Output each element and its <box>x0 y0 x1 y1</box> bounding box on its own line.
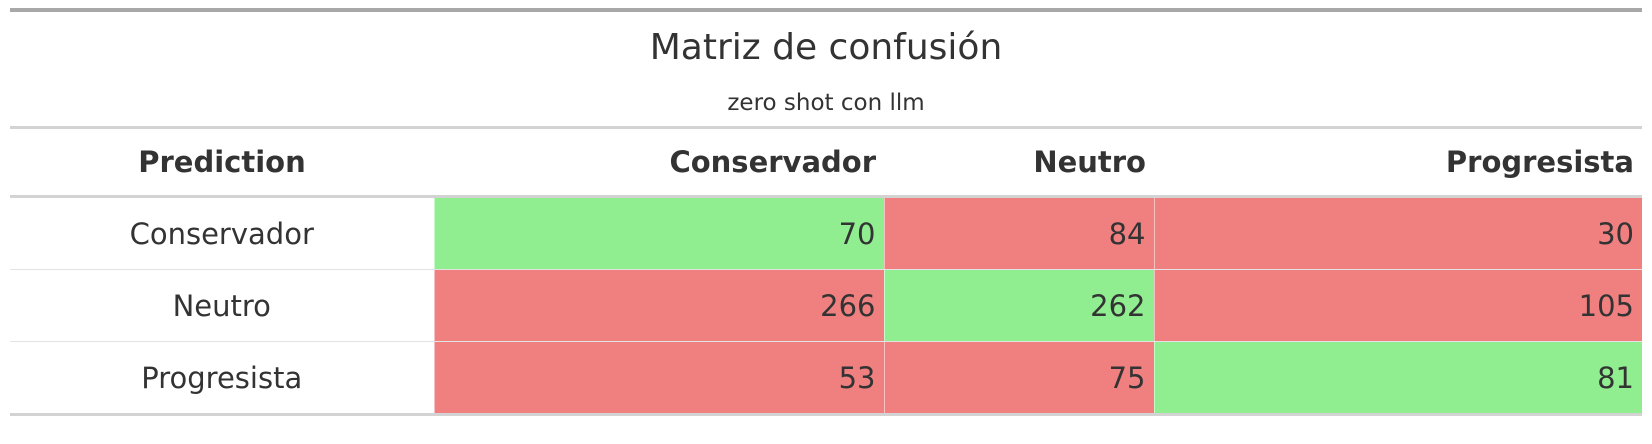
row-divider <box>10 341 1642 342</box>
table-row: Neutro 266 262 105 <box>10 270 1642 341</box>
table-row: Conservador 70 84 30 <box>10 198 1642 269</box>
header-top-border <box>10 126 1642 129</box>
table-title: Matriz de confusión <box>649 27 1003 68</box>
cell-neutro-progresista: 105 <box>1153 270 1642 341</box>
header-row: Prediction Conservador Neutro Progresist… <box>10 129 1642 195</box>
matrix-grid: Prediction Conservador Neutro Progresist… <box>10 129 1642 413</box>
row-label-neutro: Neutro <box>172 288 271 323</box>
cell-progresista-conservador: 53 <box>433 342 884 413</box>
row-label-conservador: Conservador <box>129 216 314 251</box>
header-bottom-border <box>10 195 1642 198</box>
table-row: Progresista 53 75 81 <box>10 342 1642 413</box>
confusion-matrix-table: Matriz de confusión zero shot con llm Pr… <box>10 8 1642 416</box>
cell-progresista-neutro: 75 <box>883 342 1154 413</box>
cell-conservador-progresista: 30 <box>1153 198 1642 269</box>
top-border <box>10 8 1642 12</box>
cell-progresista-progresista: 81 <box>1153 342 1642 413</box>
column-header-neutro: Neutro <box>1033 145 1146 179</box>
column-header-prediction: Prediction <box>138 145 306 179</box>
cell-conservador-neutro: 84 <box>883 198 1154 269</box>
row-label-progresista: Progresista <box>141 360 303 395</box>
cell-neutro-neutro: 262 <box>883 270 1154 341</box>
bottom-border <box>10 413 1642 416</box>
cell-conservador-conservador: 70 <box>433 198 884 269</box>
row-divider <box>10 269 1642 270</box>
column-header-conservador: Conservador <box>669 145 876 179</box>
column-header-progresista: Progresista <box>1445 145 1634 179</box>
table-subtitle: zero shot con llm <box>727 90 925 116</box>
cell-neutro-conservador: 266 <box>433 270 884 341</box>
